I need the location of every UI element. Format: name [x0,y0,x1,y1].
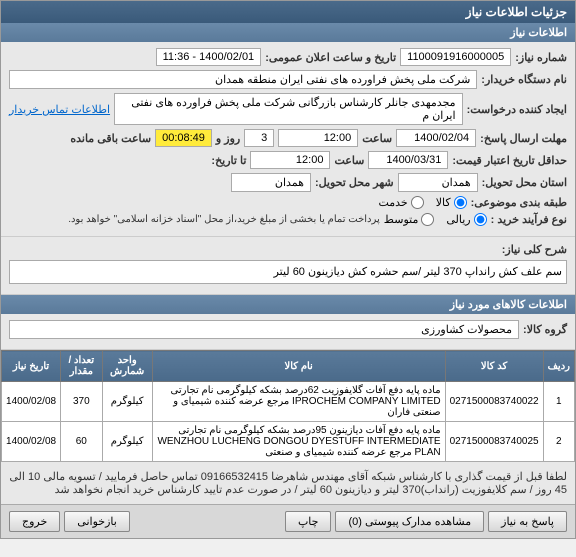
creator-value: مجدمهدی جانلر کارشناس بازرگانی شرکت ملی … [114,93,463,125]
low-radio[interactable] [474,213,487,226]
info-section: شماره نیاز: 1100091916000005 تاریخ و ساع… [1,42,575,237]
validity-time-value: 12:00 [250,151,330,169]
until-time-label: ساعت [334,154,364,167]
footer-note: لطفا قبل از قیمت گذاری با کارشناس شبکه آ… [1,462,575,504]
panel-title: جزئیات اطلاعات نیاز [1,1,575,23]
medium-radio-label: متوسط [384,213,419,226]
cell-qty: 370 [61,382,102,422]
main-panel: جزئیات اطلاعات نیاز اطلاعات نیاز شماره ن… [0,0,576,539]
validity-date-value: 1400/03/31 [368,151,448,169]
deadline-time-label: ساعت [362,132,392,145]
medium-radio[interactable] [421,213,434,226]
deadline-date-value: 1400/02/04 [396,129,476,147]
goods-radio-item[interactable]: کالا [436,196,467,209]
need-title-value: سم علف کش رانداپ 370 لیتر /سم حشره کش دی… [9,260,567,284]
col-qty: تعداد / مقدار [61,351,102,382]
attachments-count: (0) [348,516,361,528]
cell-name: ماده پایه دفع آفات گلایفوزیت 62درصد بشکه… [152,382,445,422]
low-radio-label: ریالی [446,213,470,226]
validity-until-label: تا تاریخ: [211,154,246,167]
need-title-label: شرح کلی نیاز: [502,243,567,256]
reply-button[interactable]: پاسخ به نیاز [488,511,567,532]
cell-code: 0271500083740022 [445,382,543,422]
col-unit: واحد شمارش [102,351,152,382]
delivery-city-value: همدان [231,173,311,192]
col-idx: ردیف [543,351,574,382]
deadline-date-label: مهلت ارسال پاسخ: [480,132,567,145]
cell-date: 1400/02/08 [2,382,61,422]
buyer-org-value: شرکت ملی پخش فراورده های نفتی ایران منطق… [9,70,477,89]
deadline-time-value: 12:00 [278,129,358,147]
budget-class-radio-group: کالا خدمت [378,196,466,209]
announce-label: تاریخ و ساعت اعلان عمومی: [265,51,396,64]
hours-remaining-value: 00:08:49 [155,129,212,147]
goods-group-section: گروه کالا: محصولات کشاورزی [1,314,575,350]
cell-idx: 2 [543,422,574,462]
cell-code: 0271500083740025 [445,422,543,462]
announce-value: 1400/02/01 - 11:36 [156,48,262,66]
print-button[interactable]: چاپ [285,511,332,532]
table-row: 10271500083740022ماده پایه دفع آفات گلای… [2,382,575,422]
service-radio[interactable] [411,196,424,209]
attachments-label: مشاهده مدارک پیوستی [365,516,471,528]
delivery-city-label: شهر محل تحویل: [315,176,394,189]
cell-date: 1400/02/08 [2,422,61,462]
col-date: تاریخ نیاز [2,351,61,382]
creator-label: ایجاد کننده درخواست: [467,103,567,116]
medium-radio-item[interactable]: متوسط [384,213,435,226]
table-header-row: ردیف کد کالا نام کالا واحد شمارش تعداد /… [2,351,575,382]
goods-radio[interactable] [454,196,467,209]
process-type-radio-group: ریالی متوسط [384,213,487,226]
goods-radio-label: کالا [436,196,451,209]
contact-info-link[interactable]: اطلاعات تماس خریدار [9,103,110,116]
days-remaining-value: 3 [244,129,274,147]
days-label: روز و [216,132,240,145]
delivery-province-label: استان محل تحویل: [482,176,567,189]
cell-unit: کیلوگرم [102,422,152,462]
low-radio-item[interactable]: ریالی [446,213,486,226]
goods-group-value: محصولات کشاورزی [9,320,519,339]
cell-idx: 1 [543,382,574,422]
col-name: نام کالا [152,351,445,382]
budget-note: پرداخت تمام یا بخشی از مبلغ خرید،از محل … [68,214,380,225]
budget-class-label: طبقه بندی موضوعی: [471,196,567,209]
service-radio-item[interactable]: خدمت [378,196,423,209]
delivery-province-value: همدان [398,173,478,192]
validity-date-label: حداقل تاریخ اعتبار قیمت: [452,154,567,167]
attachments-button[interactable]: مشاهده مدارک پیوستی (0) [335,511,484,532]
items-header: اطلاعات کالاهای مورد نیاز [1,295,575,314]
main-info-header: اطلاعات نیاز [1,23,575,42]
refresh-button[interactable]: بازخوانی [64,511,130,532]
service-radio-label: خدمت [378,196,407,209]
table-row: 20271500083740025ماده پایه دفع آفات دیاز… [2,422,575,462]
need-number-label: شماره نیاز: [515,51,567,64]
footer-actions: پاسخ به نیاز مشاهده مدارک پیوستی (0) چاپ… [1,504,575,538]
col-code: کد کالا [445,351,543,382]
need-title-section: شرح کلی نیاز: سم علف کش رانداپ 370 لیتر … [1,237,575,295]
goods-group-label: گروه کالا: [523,323,567,336]
exit-button[interactable]: خروج [9,511,60,532]
items-table: ردیف کد کالا نام کالا واحد شمارش تعداد /… [1,350,575,462]
cell-name: ماده پایه دفع آفات دیازینون 95درصد بشکه … [152,422,445,462]
hours-remaining-label: ساعت باقی مانده [70,132,151,145]
cell-unit: کیلوگرم [102,382,152,422]
need-number-value: 1100091916000005 [400,48,511,66]
buyer-org-label: نام دستگاه خریدار: [481,73,567,86]
cell-qty: 60 [61,422,102,462]
process-type-label: نوع فرآیند خرید : [491,213,567,226]
